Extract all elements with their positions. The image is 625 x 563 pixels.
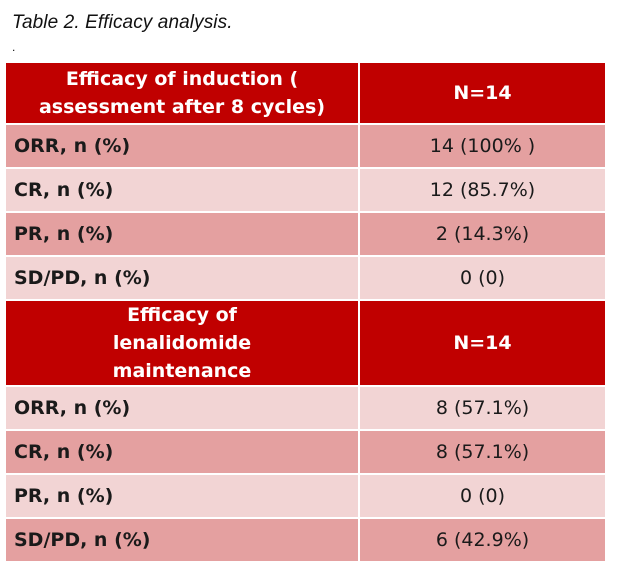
table-row: CR, n (%) 12 (85.7%)	[4, 167, 607, 213]
row-label: CR, n (%)	[4, 167, 360, 213]
maintenance-header-row: Efficacy of lenalidomide maintenance N=1…	[4, 299, 607, 387]
row-value: 8 (57.1%)	[358, 385, 607, 431]
caption-mark: .	[12, 40, 16, 54]
table-row: ORR, n (%) 14 (100% )	[4, 123, 607, 169]
table-row: PR, n (%) 0 (0)	[4, 473, 607, 519]
maintenance-header-label: Efficacy of lenalidomide maintenance	[4, 299, 360, 387]
row-label: ORR, n (%)	[4, 385, 360, 431]
row-value: 0 (0)	[358, 473, 607, 519]
table-row: CR, n (%) 8 (57.1%)	[4, 429, 607, 475]
table-row: ORR, n (%) 8 (57.1%)	[4, 385, 607, 431]
row-label: CR, n (%)	[4, 429, 360, 475]
table-row: SD/PD, n (%) 0 (0)	[4, 255, 607, 301]
row-label: PR, n (%)	[4, 473, 360, 519]
row-value: 12 (85.7%)	[358, 167, 607, 213]
row-value: 8 (57.1%)	[358, 429, 607, 475]
induction-header-n: N=14	[358, 61, 607, 125]
table-row: SD/PD, n (%) 6 (42.9%)	[4, 517, 607, 563]
row-label: ORR, n (%)	[4, 123, 360, 169]
maintenance-header-n: N=14	[358, 299, 607, 387]
row-value: 2 (14.3%)	[358, 211, 607, 257]
induction-header-label: Efficacy of induction ( assessment after…	[4, 61, 360, 125]
row-value: 6 (42.9%)	[358, 517, 607, 563]
table-caption: Table 2. Efficacy analysis.	[12, 12, 233, 33]
row-label: SD/PD, n (%)	[4, 517, 360, 563]
table-row: PR, n (%) 2 (14.3%)	[4, 211, 607, 257]
efficacy-table: Efficacy of induction ( assessment after…	[4, 61, 607, 563]
row-label: PR, n (%)	[4, 211, 360, 257]
row-label: SD/PD, n (%)	[4, 255, 360, 301]
row-value: 14 (100% )	[358, 123, 607, 169]
induction-header-row: Efficacy of induction ( assessment after…	[4, 61, 607, 125]
row-value: 0 (0)	[358, 255, 607, 301]
